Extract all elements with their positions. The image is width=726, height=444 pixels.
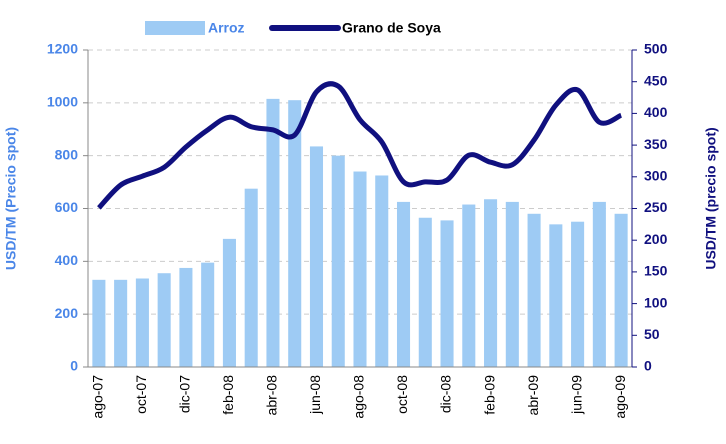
y-tick-label: 1200 [47,41,78,57]
y2-axis-label: USD/TM (precio spot) [703,127,719,269]
x-tick-label: feb-09 [481,375,497,415]
legend-label: Grano de Soya [342,20,441,36]
x-tick-label: ago-07 [90,375,106,419]
y2-tick-label: 350 [644,136,668,152]
bar [484,199,498,367]
bar [222,238,236,367]
y2-tick-label: 400 [644,104,668,120]
legend-swatch [145,21,205,35]
legend-label: Arroz [208,20,245,36]
bar [92,279,106,367]
x-tick-label: ago-09 [612,375,628,419]
y2-tick-label: 200 [644,231,668,247]
bar [201,262,215,367]
y2-tick-label: 100 [644,294,668,310]
bar [505,201,519,367]
bar [462,204,476,367]
y-tick-label: 800 [55,146,79,162]
y-tick-label: 1000 [47,94,78,110]
bar [331,155,345,367]
y-tick-label: 400 [55,252,79,268]
y2-tick-label: 500 [644,41,668,57]
x-tick-label: dic-08 [438,375,454,413]
bar [244,188,258,367]
bar [527,213,541,367]
y2-tick-label: 300 [644,168,668,184]
x-tick-label: abr-09 [525,375,541,416]
x-tick-label: ago-08 [351,375,367,419]
bar [288,100,302,368]
bar [396,201,411,367]
y2-tick-label: 450 [644,72,668,88]
x-tick-label: oct-08 [394,375,410,414]
x-tick-label: jun-09 [568,375,584,415]
bar [353,171,367,367]
bar [549,224,563,367]
y-tick-label: 600 [55,199,79,215]
bar [114,279,128,367]
y2-tick-label: 150 [644,263,668,279]
bar [440,220,454,367]
y-axis-label: USD/TM (Precio spot) [3,127,19,270]
bar [418,217,432,367]
bar [614,213,628,367]
bar [592,201,606,367]
x-tick-label: jun-08 [307,375,323,415]
bar [157,273,171,367]
x-tick-label: dic-07 [177,375,193,413]
y2-tick-label: 50 [644,326,660,342]
line [97,81,623,210]
bar [375,175,389,367]
bar [266,98,280,367]
bar [571,221,585,367]
y-tick-label: 200 [55,305,79,321]
bar [309,146,324,367]
x-tick-label: oct-07 [133,375,149,414]
bar [179,267,193,367]
y-tick-label: 0 [70,358,78,374]
x-tick-label: feb-08 [220,375,236,415]
y2-tick-label: 0 [644,358,652,374]
bar [135,278,149,367]
x-tick-label: abr-08 [264,375,280,416]
y2-tick-label: 250 [644,199,668,215]
